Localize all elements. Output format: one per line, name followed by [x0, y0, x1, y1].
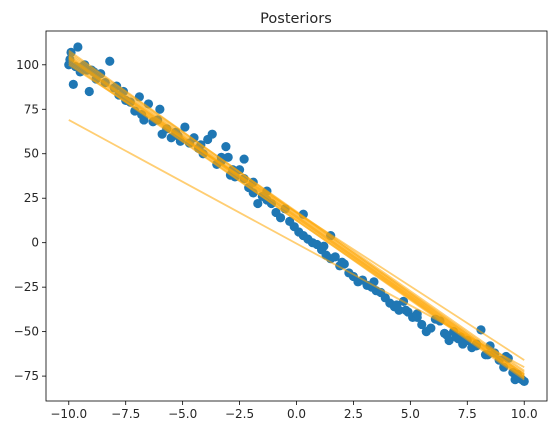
data-point — [510, 375, 520, 385]
y-tick-label: −25 — [14, 280, 39, 294]
posterior-line — [68, 56, 525, 376]
data-point — [239, 154, 249, 164]
data-point — [476, 325, 486, 335]
chart-title: Posteriors — [260, 11, 332, 27]
data-point — [223, 152, 233, 162]
x-tick-label: −10.0 — [50, 407, 87, 421]
x-tick-label: 0.0 — [287, 407, 306, 421]
data-point — [319, 241, 329, 251]
posterior-line — [68, 57, 525, 378]
data-point — [401, 305, 411, 315]
data-point — [451, 332, 461, 342]
x-tick-label: −2.5 — [225, 407, 254, 421]
data-point — [392, 300, 402, 310]
plot-area — [64, 42, 529, 387]
y-tick-label: −50 — [14, 325, 39, 339]
y-tick-label: 100 — [16, 58, 39, 72]
x-tick-label: 2.5 — [344, 407, 363, 421]
data-point — [330, 252, 340, 262]
data-point — [155, 104, 165, 114]
data-point — [275, 213, 286, 223]
x-tick-label: 5.0 — [401, 407, 420, 421]
data-point — [84, 86, 94, 97]
data-point — [221, 142, 231, 152]
data-point — [105, 56, 115, 66]
posterior-lines — [68, 49, 525, 381]
posterior-line — [68, 119, 525, 368]
x-axis: −10.0 −7.5 −5.0 −2.5 0.0 2.5 5.0 7.5 10.0 — [50, 401, 538, 421]
y-tick-label: 0 — [31, 236, 39, 250]
y-tick-label: −75 — [14, 369, 39, 383]
data-point — [68, 79, 78, 89]
data-point — [412, 309, 422, 319]
data-point — [207, 129, 217, 139]
data-point — [442, 330, 452, 340]
posterior-line — [68, 64, 525, 361]
y-tick-label: 25 — [24, 191, 39, 205]
data-point — [73, 42, 83, 52]
x-tick-label: −5.0 — [168, 407, 197, 421]
data-point — [426, 323, 436, 333]
data-point — [337, 257, 347, 267]
y-tick-label: 50 — [24, 147, 39, 161]
data-point — [253, 198, 263, 209]
data-point — [180, 122, 190, 132]
x-tick-label: 10.0 — [511, 407, 538, 421]
y-tick-label: 75 — [24, 102, 39, 116]
data-point — [417, 319, 427, 330]
x-tick-label: 7.5 — [458, 407, 477, 421]
y-axis: −75 −50 −25 0 25 50 75 100 — [14, 58, 46, 383]
x-tick-label: −7.5 — [111, 407, 140, 421]
